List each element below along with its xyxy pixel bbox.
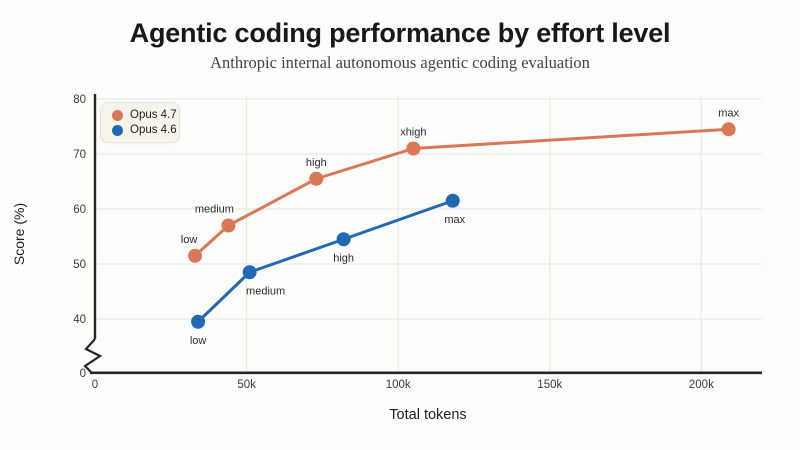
point-label-opus-4-7-low: low <box>181 234 198 246</box>
point-opus-4-6-high <box>336 232 351 247</box>
x-tick-label-100k: 100k <box>386 379 411 391</box>
point-opus-4-6-max <box>445 193 460 208</box>
point-opus-4-6-low <box>191 314 206 329</box>
y-axis-break-icon <box>83 338 103 373</box>
series-line-opus-4-7 <box>193 127 731 258</box>
point-label-opus-4-7-max: max <box>718 107 739 119</box>
legend-label-opus-4-7: Opus 4.7 <box>130 109 177 121</box>
series-line-opus-4-6 <box>196 199 455 324</box>
point-label-opus-4-7-medium: medium <box>195 204 234 216</box>
x-tick-label-50k: 50k <box>237 379 256 391</box>
point-opus-4-7-high <box>309 171 324 186</box>
y-tick-label-70: 70 <box>73 149 86 161</box>
point-opus-4-7-medium <box>221 218 236 233</box>
legend: Opus 4.7 Opus 4.6 <box>100 102 180 143</box>
y-tick-label-80: 80 <box>73 94 86 106</box>
opus-4-7-marker-icon <box>112 109 123 121</box>
point-label-opus-4-7-xhigh: xhigh <box>400 127 426 139</box>
point-label-opus-4-6-max: max <box>444 214 465 226</box>
x-tick-label-200k: 200k <box>689 379 714 391</box>
point-opus-4-7-xhigh <box>406 141 421 156</box>
page-subtitle: Anthropic internal autonomous agentic co… <box>210 53 590 72</box>
point-label-opus-4-7-high: high <box>306 157 327 169</box>
legend-item-opus-4-6: Opus 4.6 <box>112 124 179 136</box>
y-tick-label-60: 60 <box>73 204 86 216</box>
x-axis-title: Total tokens <box>389 407 467 423</box>
legend-label-opus-4-6: Opus 4.6 <box>130 124 177 136</box>
point-label-opus-4-6-low: low <box>190 335 207 347</box>
y-tick-label-0: 0 <box>80 368 86 380</box>
page-title: Agentic coding performance by effort lev… <box>129 18 671 48</box>
y-tick-label-40: 40 <box>73 314 86 326</box>
x-tick-label-150k: 150k <box>537 379 562 391</box>
point-opus-4-7-max <box>721 122 736 137</box>
point-opus-4-7-low <box>188 248 203 263</box>
point-opus-4-6-medium <box>242 265 257 280</box>
y-axis-title: Score (%) <box>11 202 27 266</box>
legend-item-opus-4-7: Opus 4.7 <box>112 109 179 121</box>
point-label-opus-4-6-medium: medium <box>246 285 285 297</box>
y-tick-label-50: 50 <box>73 259 86 271</box>
point-label-opus-4-6-high: high <box>333 252 354 264</box>
opus-4-6-marker-icon <box>112 124 123 136</box>
x-tick-label-0: 0 <box>92 379 98 391</box>
